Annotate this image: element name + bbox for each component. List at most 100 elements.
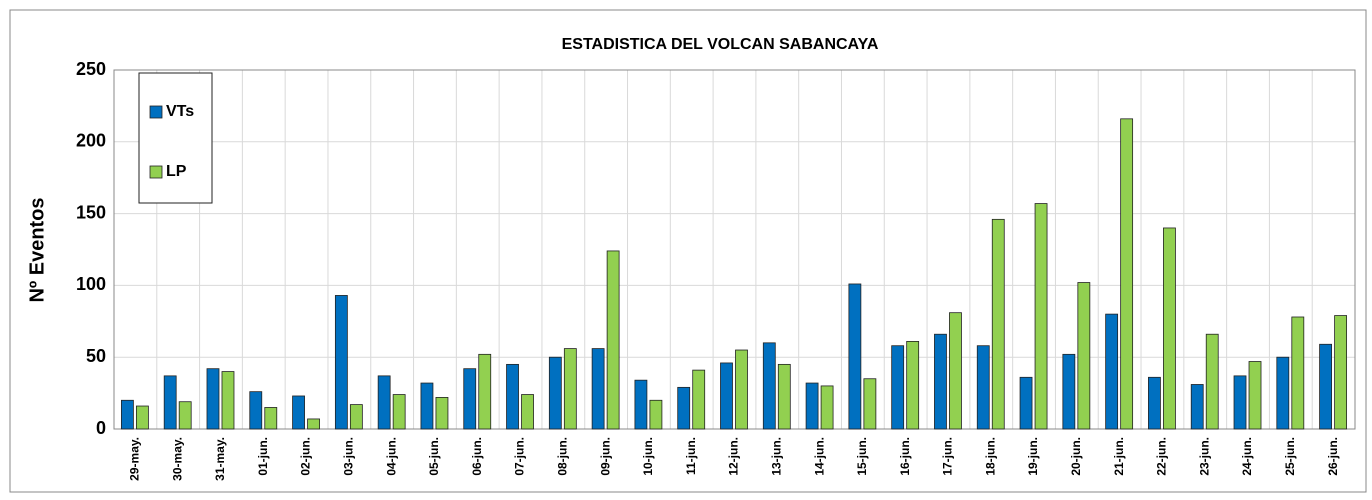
x-tick-label: 17-jun. — [941, 437, 955, 476]
legend-swatch — [149, 105, 163, 119]
x-tick-label: 15-jun. — [855, 437, 869, 476]
bar — [1319, 343, 1333, 430]
bar — [478, 353, 492, 430]
x-tick-label: 22-jun. — [1155, 437, 1169, 476]
bar — [548, 356, 562, 430]
legend-swatch — [149, 165, 163, 179]
x-tick-label: 04-jun. — [384, 437, 398, 476]
bar — [976, 345, 990, 430]
bar — [863, 378, 877, 430]
bar — [1190, 384, 1204, 430]
x-tick-label: 09-jun. — [598, 437, 612, 476]
x-tick-label: 19-jun. — [1026, 437, 1040, 476]
bar — [178, 401, 192, 430]
bar — [292, 395, 305, 430]
bar — [949, 312, 962, 430]
bar — [1248, 361, 1262, 430]
bar — [591, 348, 605, 430]
y-axis-label: Nº Eventos — [26, 197, 48, 302]
bar — [506, 363, 519, 430]
bar — [1334, 315, 1348, 430]
x-tick-label: 01-jun. — [256, 437, 270, 476]
x-tick-label: 05-jun. — [427, 437, 441, 476]
bar — [1034, 203, 1048, 430]
bar — [1105, 313, 1119, 430]
bar — [206, 368, 220, 430]
x-tick-label: 23-jun. — [1197, 437, 1211, 476]
chart-border — [9, 9, 1367, 493]
x-tick-label: 11-jun. — [684, 437, 698, 475]
bar — [1276, 356, 1290, 430]
chart-title: ESTADISTICA DEL VOLCAN SABANCAYA — [562, 36, 879, 53]
legend-box — [138, 72, 213, 204]
bar — [762, 342, 776, 430]
bar — [906, 341, 920, 430]
bar — [1233, 375, 1247, 430]
bar — [463, 368, 477, 430]
bar — [264, 407, 278, 430]
bar — [563, 348, 577, 430]
legend-label: LP — [166, 163, 187, 180]
bar — [120, 399, 134, 430]
bar — [777, 363, 791, 430]
bar — [377, 375, 391, 430]
bar — [805, 382, 819, 430]
bar — [249, 391, 263, 430]
x-tick-label: 30-may. — [170, 437, 184, 481]
bar — [720, 362, 733, 430]
bar — [1291, 316, 1305, 430]
x-tick-label: 29-may. — [128, 437, 142, 481]
x-tick-label: 08-jun. — [555, 437, 569, 476]
bar — [307, 418, 320, 430]
bar — [735, 349, 748, 430]
legend-label: VTs — [166, 103, 194, 120]
bar — [1205, 333, 1219, 430]
bar — [934, 333, 947, 430]
bar — [848, 283, 862, 430]
x-tick-label: 18-jun. — [983, 437, 997, 476]
bar — [420, 382, 434, 430]
bar — [1062, 353, 1076, 430]
x-tick-label: 12-jun. — [727, 437, 741, 476]
y-tick-label: 0 — [96, 418, 106, 438]
bar — [649, 399, 663, 430]
x-tick-label: 16-jun. — [898, 437, 912, 476]
y-tick-label: 150 — [76, 202, 106, 222]
x-tick-label: 26-jun. — [1326, 437, 1340, 476]
x-tick-label: 02-jun. — [299, 437, 313, 476]
bar — [606, 250, 620, 430]
x-tick-label: 03-jun. — [342, 437, 356, 476]
y-tick-label: 50 — [86, 346, 106, 366]
x-tick-label: 06-jun. — [470, 437, 484, 476]
bar — [1019, 376, 1033, 430]
x-tick-label: 07-jun. — [513, 437, 527, 476]
bar — [1077, 282, 1091, 430]
y-tick-label: 100 — [76, 274, 106, 294]
y-tick-label: 250 — [76, 59, 106, 79]
bar — [521, 394, 534, 430]
bar — [820, 385, 834, 430]
y-tick-label: 200 — [76, 131, 106, 151]
bar — [1148, 376, 1161, 430]
x-tick-label: 24-jun. — [1240, 437, 1254, 476]
x-tick-label: 20-jun. — [1069, 437, 1083, 476]
bar — [392, 394, 406, 430]
bar — [163, 375, 177, 430]
x-tick-label: 14-jun. — [812, 437, 826, 476]
x-tick-label: 25-jun. — [1283, 437, 1297, 476]
bar — [891, 345, 905, 430]
bar — [677, 386, 691, 430]
plot-border — [113, 69, 1356, 430]
bar — [135, 405, 149, 430]
x-tick-label: 10-jun. — [641, 437, 655, 476]
bar — [334, 295, 348, 430]
bar — [435, 397, 449, 430]
bar — [349, 404, 363, 430]
bar — [1120, 118, 1134, 430]
bar — [634, 379, 648, 430]
bar — [221, 371, 235, 430]
bar — [991, 218, 1005, 430]
x-tick-label: 21-jun. — [1112, 437, 1126, 476]
x-tick-label: 13-jun. — [769, 437, 783, 476]
